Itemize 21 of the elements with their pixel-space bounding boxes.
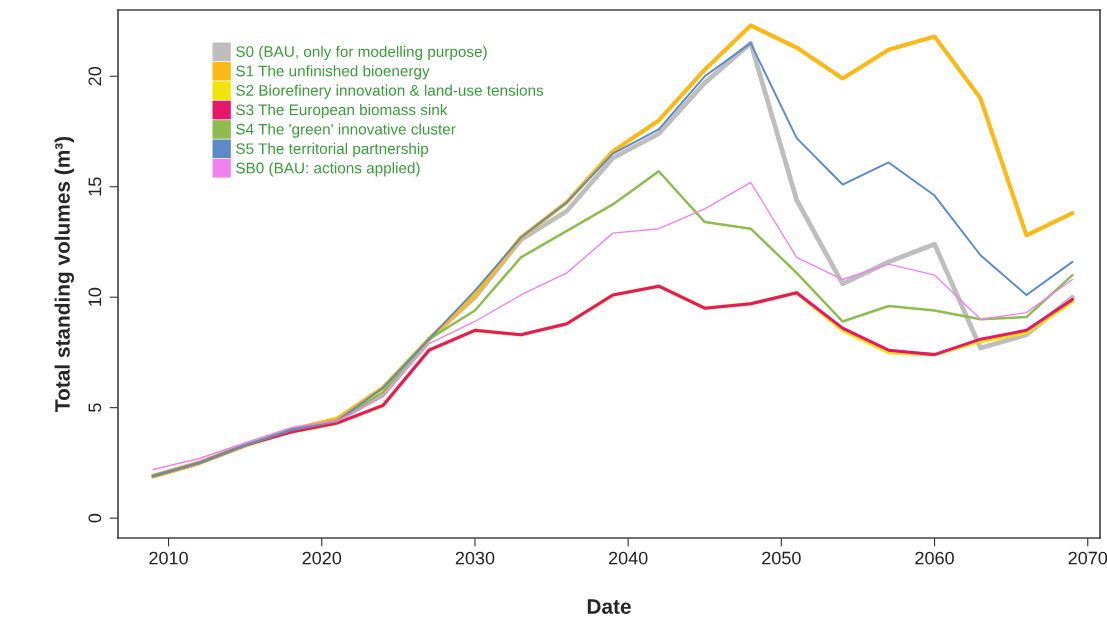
legend-label: S2 Biorefinery innovation & land-use tensions [236, 84, 544, 99]
legend-label: SB0 (BAU: actions applied) [236, 162, 420, 177]
y-tick-label: 15 [88, 177, 102, 196]
legend-label: S3 The European biomass sink [236, 104, 448, 119]
x-tick-label: 2050 [762, 551, 801, 565]
y-tick-label: 20 [88, 66, 102, 86]
x-tick-label: 2030 [455, 551, 495, 565]
y-tick-label: 0 [88, 513, 102, 523]
legend-label: S4 The 'green' innovative cluster [236, 123, 456, 138]
x-tick-label: 2070 [1068, 551, 1107, 565]
y-tick-label: 5 [88, 403, 102, 412]
legend-label: S5 The territorial partnership [236, 142, 429, 158]
legend-label: S1 The unfinished bioenergy [236, 65, 430, 80]
legend-label: S0 (BAU, only for modelling purpose) [236, 45, 487, 61]
x-tick-label: 2060 [915, 551, 954, 565]
x-tick-label: 2010 [149, 551, 188, 565]
x-tick-label: 2040 [608, 551, 648, 565]
y-tick-label: 10 [88, 287, 102, 306]
y-axis-title: Total standing volumes (m³) [54, 136, 75, 412]
x-axis-title: Date [587, 599, 631, 614]
x-tick-label: 2020 [302, 551, 342, 565]
